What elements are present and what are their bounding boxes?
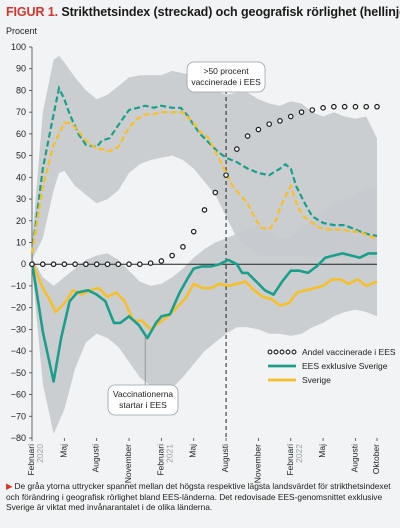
x-tick-year: 2022 — [294, 444, 304, 463]
vaccinated-point — [61, 261, 68, 268]
vaccination-start-annotation-text: Vaccinationerna — [113, 389, 174, 399]
legend-swatch — [285, 349, 291, 355]
vaccinated-point — [352, 103, 359, 110]
legend-swatch — [267, 349, 273, 355]
y-tick-label: −50 — [11, 368, 26, 378]
vaccinated-point — [298, 109, 305, 115]
vaccinated-point — [158, 258, 165, 264]
ees-mobility-line — [30, 252, 377, 383]
x-tick-label: Augusti — [349, 444, 359, 472]
x-tick-label: Maj — [58, 444, 68, 458]
footnote-text: De gråa ytorna uttrycker spannet mellan … — [6, 481, 391, 513]
vaccinated-point — [104, 261, 111, 268]
vaccinated-point — [266, 121, 272, 127]
vaccination-50-annotation-text: >50 procent — [203, 66, 249, 76]
vaccinated-point — [190, 228, 197, 235]
footnote: ▶ De gråa ytorna uttrycker spannet mellan… — [6, 481, 396, 513]
vaccinated-point — [93, 261, 100, 268]
chart-header: FIGUR 1. Strikthetsindex (streckad) och … — [6, 5, 400, 19]
chart-title: Strikthetsindex (streckad) och geografis… — [61, 5, 400, 19]
sweden-strictness-line — [30, 111, 378, 254]
vaccinated-point — [277, 118, 283, 124]
vaccinated-point — [223, 172, 229, 178]
vaccinated-point — [83, 261, 89, 268]
x-tick-label: Februari — [155, 444, 165, 476]
vaccinated-point — [320, 105, 326, 111]
x-tick-label: Maj — [188, 444, 198, 458]
x-tick-label: November — [252, 444, 262, 483]
vaccinated-point — [115, 261, 122, 268]
x-tick-label: Maj — [317, 444, 327, 458]
strictness-range-band — [32, 55, 377, 260]
vaccinated-point — [212, 189, 219, 196]
x-tick-year: 2020 — [35, 444, 45, 463]
vaccination-start-annotation-text: startar i EES — [119, 400, 167, 410]
vaccinated-point — [201, 207, 208, 213]
vaccinated-point — [234, 146, 240, 152]
y-tick-label: 10 — [16, 238, 26, 248]
x-tick-label: Augusti — [220, 444, 230, 472]
y-tick-label: 80 — [16, 85, 26, 95]
y-tick-label: 60 — [16, 129, 26, 139]
y-tick-label: −30 — [11, 324, 26, 334]
y-tick-label: 30 — [16, 194, 26, 204]
vaccinated-point — [72, 261, 78, 268]
vaccinated-point — [255, 126, 262, 133]
y-tick-label: 40 — [16, 172, 26, 182]
x-tick-label: Februari — [26, 444, 36, 476]
legend-label: EES exklusive Sverige — [302, 361, 388, 371]
footnote-marker: ▶ — [6, 481, 13, 491]
y-tick-label: 0 — [21, 259, 26, 269]
y-tick-label: 50 — [16, 151, 26, 161]
x-tick-label: November — [123, 444, 133, 483]
mobility-range-band — [32, 186, 377, 434]
legend-label: Andel vaccinerade i EES — [302, 347, 396, 357]
vaccinated-point — [244, 133, 251, 139]
legend-swatch — [291, 349, 297, 355]
y-tick-label: −10 — [11, 281, 26, 291]
figure-label: FIGUR 1. — [6, 5, 58, 19]
vaccinated-point — [147, 260, 154, 266]
vaccinated-point — [137, 261, 143, 268]
legend-label: Sverige — [302, 375, 331, 385]
y-tick-label: 70 — [16, 107, 26, 117]
vaccinated-point — [50, 261, 57, 268]
y-tick-label: −40 — [11, 346, 26, 356]
legend-swatch — [279, 349, 285, 355]
y-tick-label: −20 — [11, 303, 26, 313]
y-tick-label: −60 — [11, 390, 26, 400]
x-tick-label: Oktober — [371, 444, 381, 474]
x-tick-label: Februari — [285, 444, 295, 476]
x-tick-year: 2021 — [164, 444, 174, 463]
vaccinated-point — [374, 103, 380, 110]
x-tick-label: Augusti — [91, 444, 101, 472]
y-tick-label: 20 — [16, 216, 26, 226]
y-axis-unit: Procent — [6, 26, 38, 36]
vaccination-50-annotation-text: vaccinerade i EES — [191, 77, 261, 87]
vaccinated-point — [29, 261, 35, 268]
vaccinated-point — [287, 113, 294, 120]
vaccinated-point — [341, 103, 348, 110]
y-tick-label: −70 — [11, 411, 26, 421]
vaccination-start-annotation-box — [107, 384, 179, 416]
vaccinated-point — [39, 261, 46, 268]
y-tick-label: −80 — [11, 433, 26, 443]
y-tick-label: 100 — [11, 42, 26, 52]
vaccinated-point — [169, 252, 175, 259]
vaccinated-point — [126, 261, 132, 268]
vaccinated-point — [363, 103, 370, 110]
ees-strictness-line — [30, 84, 378, 254]
vaccinated-point — [309, 107, 316, 113]
vaccination-50-annotation-box — [186, 61, 266, 93]
y-tick-label: 90 — [16, 64, 26, 74]
vaccinated-point — [180, 244, 186, 250]
vaccinated-point — [331, 103, 337, 110]
legend-swatch — [273, 349, 279, 355]
